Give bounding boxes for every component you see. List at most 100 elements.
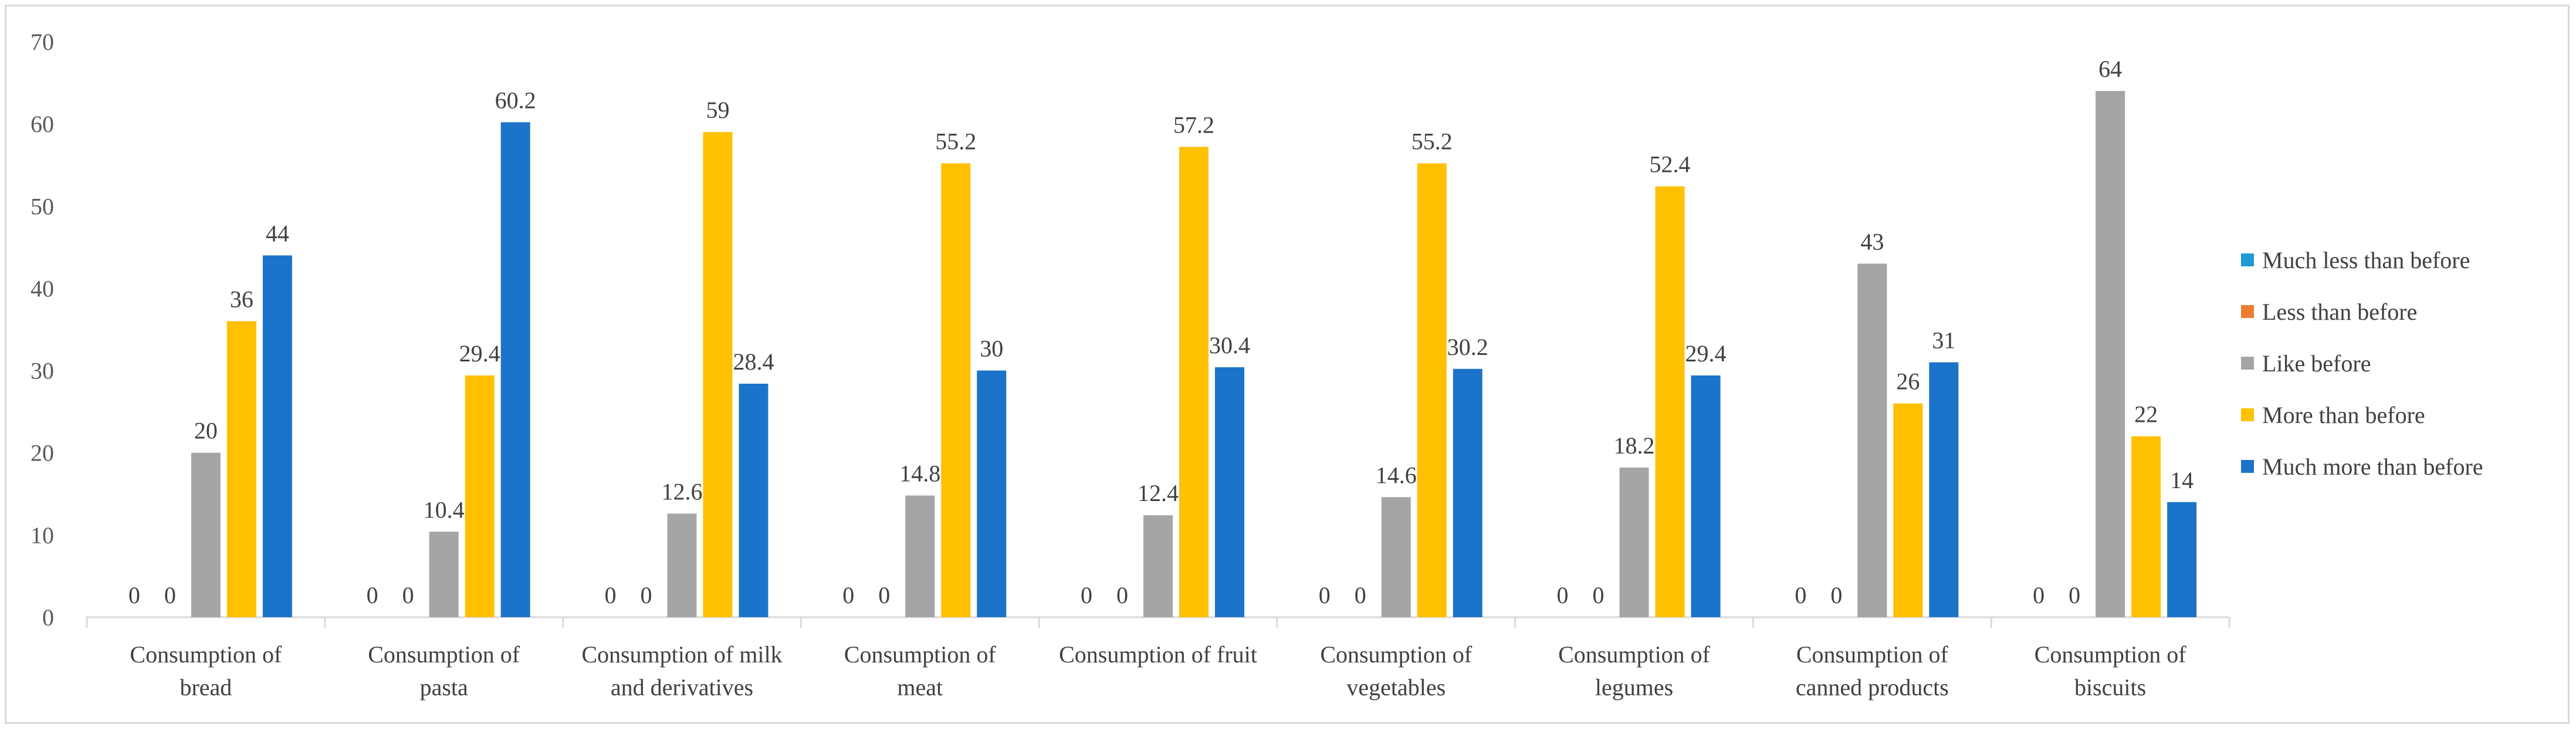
x-axis bbox=[86, 616, 2230, 628]
data-label: 14.6 bbox=[1376, 462, 1417, 488]
data-label: 52.4 bbox=[1650, 151, 1691, 178]
bar bbox=[905, 495, 935, 617]
bar bbox=[739, 383, 769, 617]
bar bbox=[1619, 467, 1649, 617]
bar bbox=[667, 513, 697, 617]
bar bbox=[703, 132, 733, 617]
bar bbox=[1929, 362, 1959, 617]
legend-label: Like before bbox=[2262, 350, 2371, 377]
legend-swatch bbox=[2241, 408, 2254, 421]
data-label: 0 bbox=[1319, 582, 1331, 608]
data-label: 20 bbox=[194, 418, 218, 444]
data-label: 0 bbox=[1593, 582, 1605, 608]
data-label: 30.4 bbox=[1209, 332, 1250, 358]
bar bbox=[941, 163, 971, 617]
data-label: 18.2 bbox=[1614, 432, 1655, 459]
y-tick-label: 10 bbox=[31, 522, 54, 549]
y-tick-label: 40 bbox=[31, 275, 54, 302]
bar bbox=[1655, 186, 1685, 617]
data-label: 0 bbox=[640, 582, 652, 608]
bar bbox=[1893, 403, 1923, 617]
legend-swatch bbox=[2241, 357, 2254, 370]
data-label: 0 bbox=[128, 582, 140, 608]
data-label: 28.4 bbox=[733, 348, 774, 375]
bar bbox=[2096, 91, 2125, 618]
data-label: 60.2 bbox=[495, 87, 536, 113]
bar bbox=[1691, 375, 1721, 617]
bar bbox=[1179, 147, 1209, 617]
data-label: 22 bbox=[2134, 401, 2158, 428]
data-label: 0 bbox=[604, 582, 616, 608]
data-label: 29.4 bbox=[459, 340, 500, 367]
data-label: 14 bbox=[2170, 467, 2194, 493]
bar bbox=[2167, 502, 2197, 617]
y-tick-label: 70 bbox=[31, 29, 54, 55]
category-label: Consumption of milk bbox=[581, 641, 782, 668]
data-label: 30 bbox=[980, 336, 1003, 362]
y-tick-label: 60 bbox=[31, 111, 54, 137]
category-label: Consumption of bbox=[1796, 641, 1949, 668]
category-labels: Consumption of bread Consumption of pasta Co… bbox=[130, 641, 2186, 700]
data-label: 10.4 bbox=[424, 496, 465, 523]
category-label: pasta bbox=[420, 674, 468, 700]
category-label: Consumption of bbox=[2035, 641, 2187, 668]
data-label: 43 bbox=[1860, 228, 1884, 255]
data-label: 36 bbox=[230, 286, 253, 312]
legend-label: More than before bbox=[2262, 402, 2425, 428]
data-label: 12.6 bbox=[661, 478, 702, 505]
data-label: 0 bbox=[164, 582, 176, 608]
legend-swatch bbox=[2241, 305, 2254, 318]
category-label: biscuits bbox=[2074, 674, 2146, 700]
data-label: 0 bbox=[1116, 582, 1128, 608]
category-label: bread bbox=[180, 674, 232, 700]
y-axis: 0 10 20 30 40 50 60 70 bbox=[31, 29, 54, 631]
data-label: 0 bbox=[2033, 582, 2044, 608]
category-label: Consumption of bbox=[1558, 641, 1711, 668]
category-label: and derivatives bbox=[611, 674, 753, 700]
category-label: meat bbox=[897, 674, 943, 700]
data-label: 29.4 bbox=[1685, 340, 1727, 367]
data-label: 0 bbox=[1557, 582, 1569, 608]
data-label: 64 bbox=[2098, 56, 2122, 82]
category-label: vegetables bbox=[1346, 674, 1446, 700]
legend-swatch bbox=[2241, 253, 2254, 266]
data-label: 0 bbox=[1830, 582, 1842, 608]
bar bbox=[262, 255, 292, 617]
legend-label: Much more than before bbox=[2262, 454, 2483, 480]
data-label: 0 bbox=[367, 582, 378, 608]
bar bbox=[1143, 515, 1173, 617]
bar bbox=[1215, 367, 1244, 617]
category-label: Consumption of bbox=[844, 641, 997, 668]
data-label: 59 bbox=[706, 97, 729, 123]
y-tick-label: 50 bbox=[31, 193, 54, 219]
bar bbox=[429, 532, 459, 617]
data-label: 31 bbox=[1932, 327, 1955, 354]
bar bbox=[2131, 436, 2161, 617]
y-tick-label: 0 bbox=[42, 604, 54, 631]
data-label: 55.2 bbox=[935, 128, 976, 154]
bar bbox=[1857, 263, 1887, 617]
category-label: canned products bbox=[1796, 674, 1949, 700]
data-label: 44 bbox=[266, 220, 289, 246]
legend-swatch bbox=[2241, 460, 2254, 473]
bar bbox=[1417, 163, 1447, 617]
bars bbox=[191, 91, 2197, 618]
y-tick-label: 30 bbox=[31, 358, 54, 384]
data-label: 12.4 bbox=[1138, 480, 1179, 506]
data-label: 55.2 bbox=[1411, 128, 1453, 154]
data-label: 0 bbox=[1081, 582, 1092, 608]
legend-label: Less than before bbox=[2262, 299, 2417, 325]
bar bbox=[1381, 497, 1411, 617]
data-label: 30.2 bbox=[1447, 334, 1488, 360]
y-tick-label: 20 bbox=[31, 440, 54, 466]
category-label: Consumption of bbox=[1320, 641, 1473, 668]
bar bbox=[500, 122, 530, 618]
data-label: 0 bbox=[1795, 582, 1806, 608]
data-label: 0 bbox=[2069, 582, 2080, 608]
data-label: 0 bbox=[402, 582, 414, 608]
category-label: Consumption of bbox=[368, 641, 520, 668]
category-label: Consumption of fruit bbox=[1059, 641, 1257, 668]
data-label: 26 bbox=[1896, 368, 1920, 395]
